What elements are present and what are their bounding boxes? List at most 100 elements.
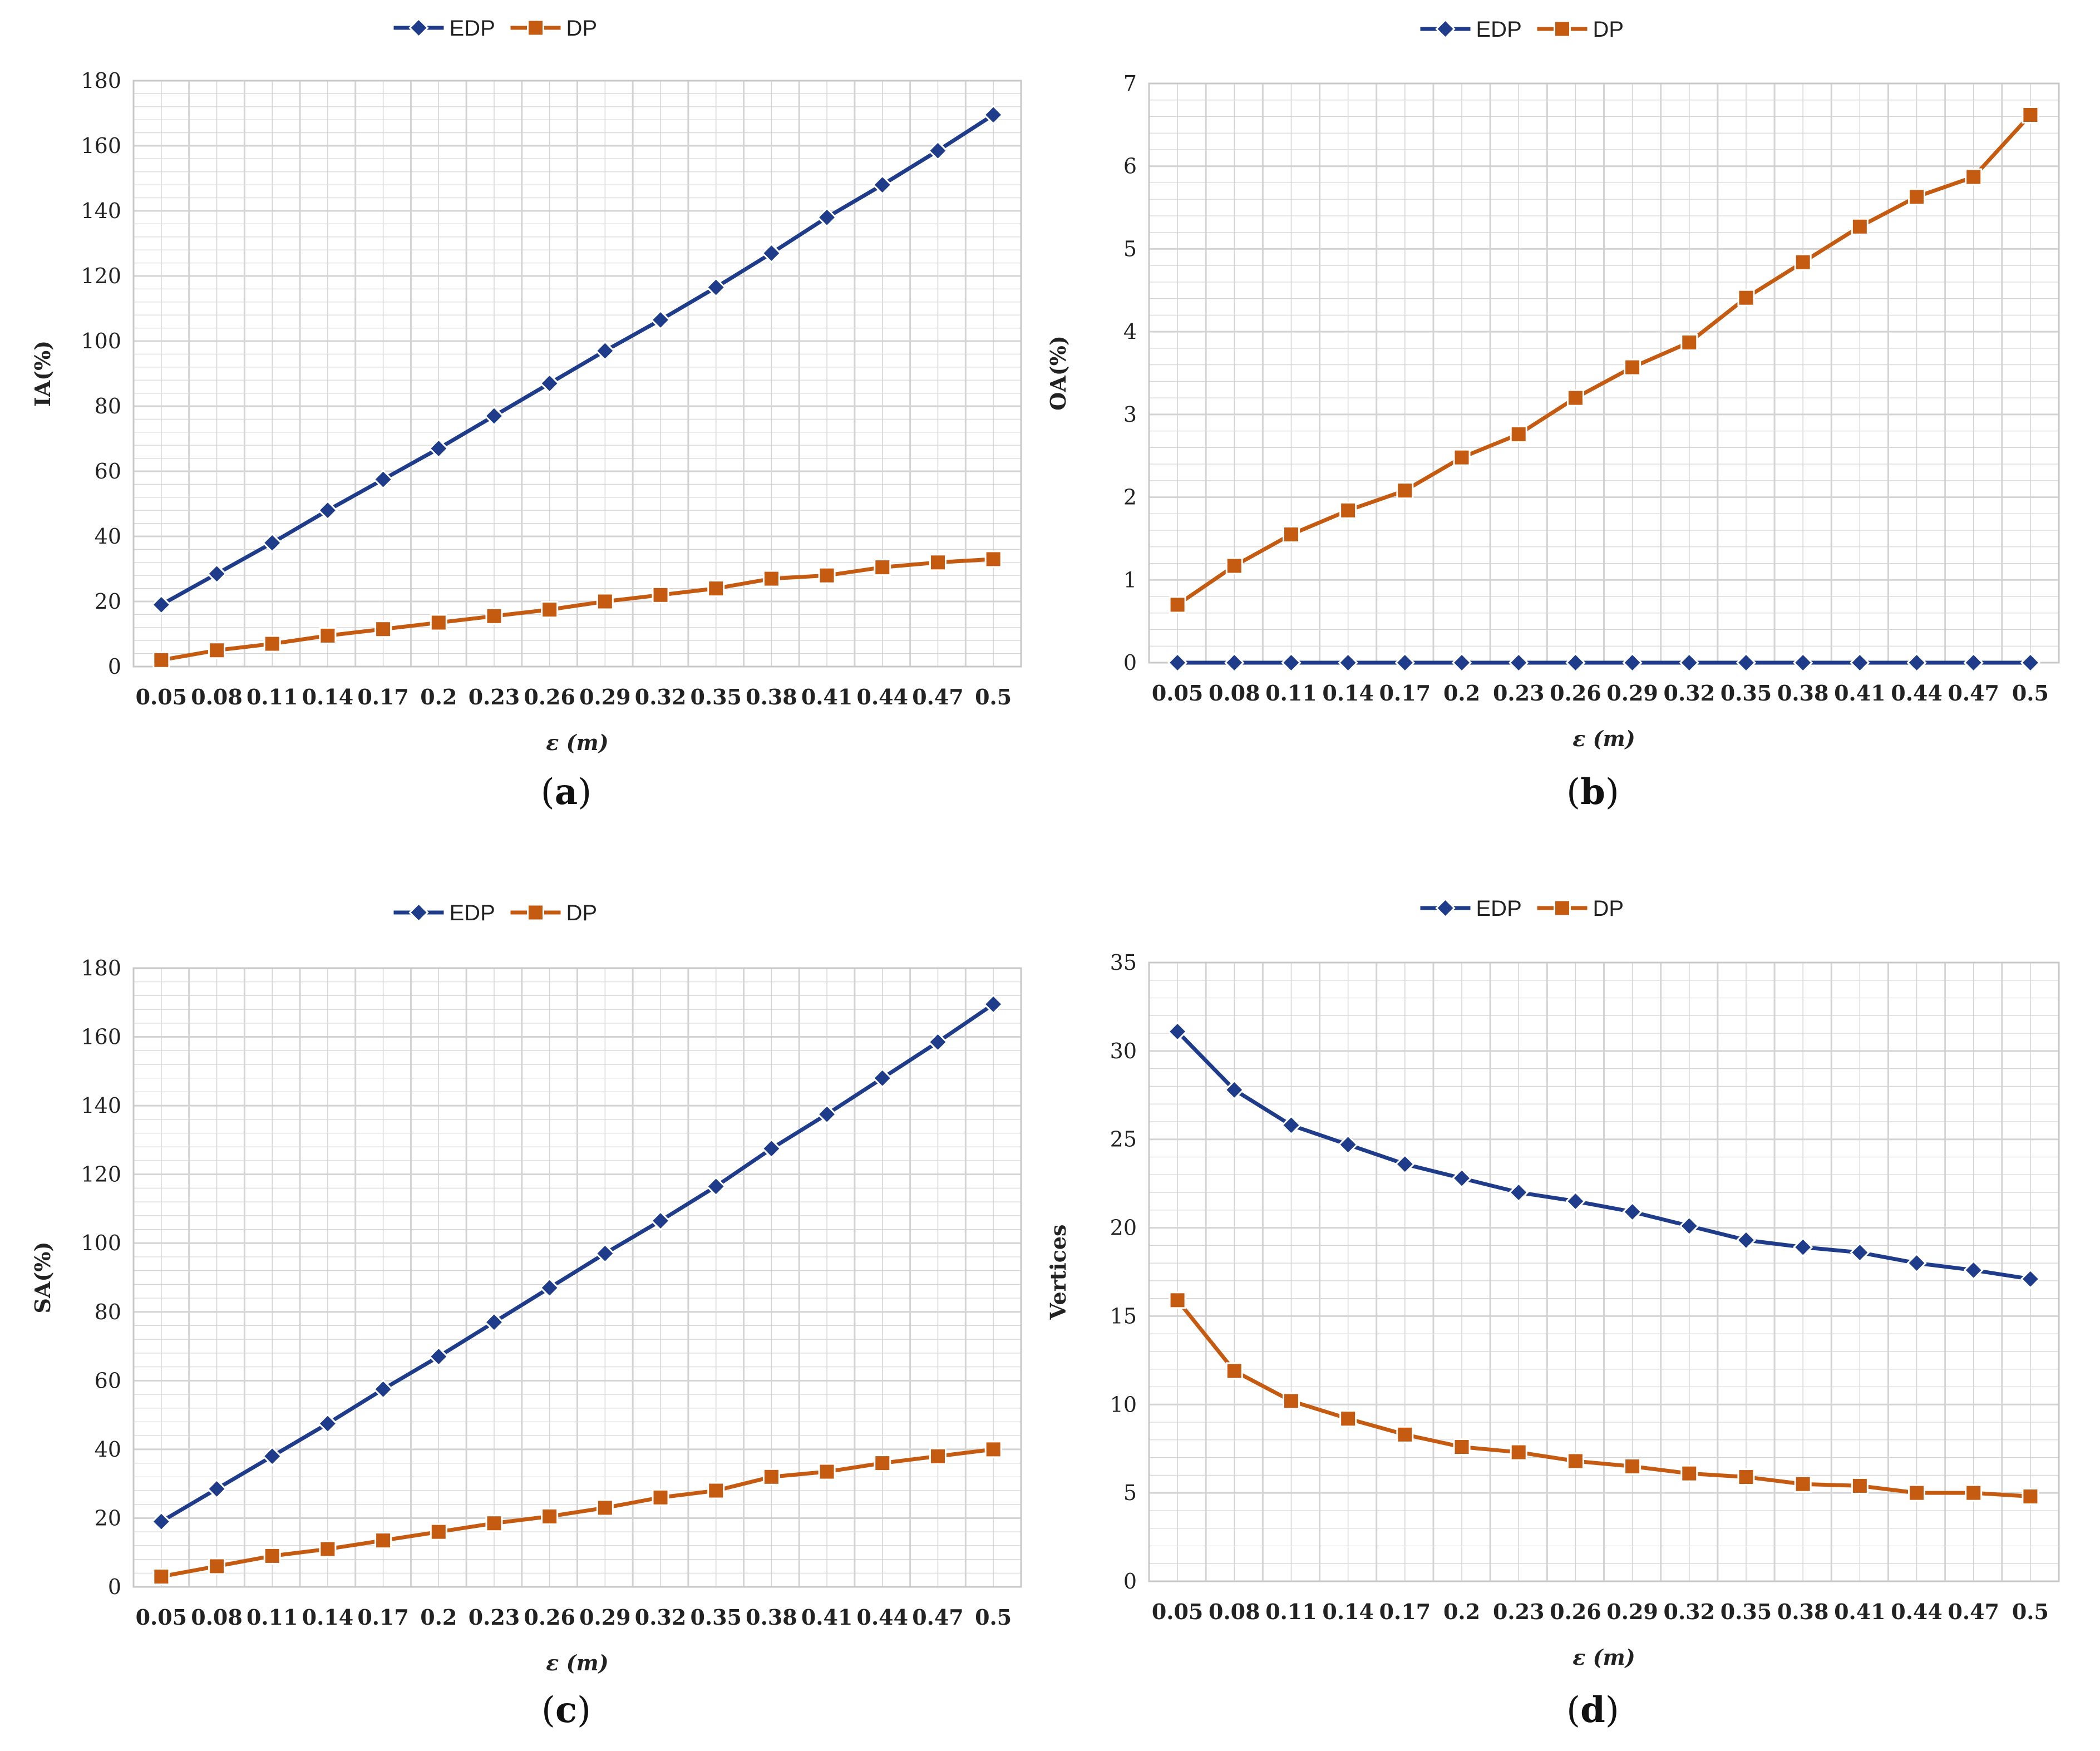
chart-d-dp-point <box>1680 1464 1698 1482</box>
chart-a-series-dp-line <box>161 557 994 662</box>
chart-a-xtick-label: 0.38 <box>746 684 797 709</box>
chart-b-ytick-label: 3 <box>1123 402 1137 427</box>
chart-d-ytick-label: 15 <box>1110 1304 1137 1328</box>
chart-c-edp-point <box>539 1278 560 1298</box>
chart-c-dp-point <box>430 1523 447 1541</box>
chart-b-ytick-label: 1 <box>1123 568 1137 592</box>
chart-d-edp-point <box>1167 1021 1188 1042</box>
chart-a-dp-point <box>707 580 725 598</box>
chart-b-xtick-label: 0.11 <box>1265 680 1317 706</box>
chart-a-edp-point <box>928 140 948 161</box>
chart-c-xtick-label: 0.11 <box>247 1605 298 1630</box>
chart-b-dp-point <box>1169 596 1186 614</box>
chart-b-dp-point <box>1737 289 1755 307</box>
chart-c-edp-point <box>928 1032 948 1052</box>
chart-b-dp-point <box>1908 188 1926 206</box>
chart-b-edp-point <box>1509 652 1529 673</box>
chart-a-x-axis-label: ε (m) <box>546 730 609 755</box>
chart-c-ytick-label: 180 <box>81 956 121 980</box>
chart-d-dp-point <box>1339 1410 1357 1428</box>
chart-c-ytick-label: 0 <box>108 1575 121 1599</box>
chart-c-xtick-label: 0.05 <box>136 1605 188 1630</box>
chart-d-dp-point <box>1510 1443 1527 1461</box>
chart-a-xtick-label: 0.5 <box>975 684 1012 709</box>
chart-a-ytick-label: 180 <box>81 68 121 93</box>
chart-c-edp-point <box>317 1413 338 1434</box>
chart-d-caption: (d) <box>1566 1689 1619 1731</box>
chart-b-ytick-label: 7 <box>1123 71 1137 96</box>
chart-d-series-edp-line <box>1176 1030 2031 1281</box>
chart-d-ytick-label: 20 <box>1110 1216 1137 1240</box>
chart-c-dp-point <box>263 1547 281 1565</box>
chart-c-ytick-label: 140 <box>81 1093 121 1118</box>
chart-b-legend-dp-label: DP <box>1593 17 1624 42</box>
chart-a-edp-point <box>983 105 1004 125</box>
chart-c-legend-edp-label: EDP <box>450 901 495 925</box>
chart-d-legend-edp-marker <box>1435 897 1456 919</box>
chart-d-xtick-label: 0.05 <box>1152 1599 1204 1624</box>
chart-d-dp-point <box>1851 1477 1869 1494</box>
chart-c-edp-point <box>650 1210 671 1231</box>
chart-b-dp-point <box>1624 358 1641 376</box>
chart-d-xtick-label: 0.17 <box>1379 1599 1431 1624</box>
chart-a-caption: (a) <box>541 771 591 813</box>
chart-b-edp-point <box>2020 652 2041 673</box>
chart-b-caption: (b) <box>1566 771 1619 813</box>
chart-c-xtick-label: 0.2 <box>420 1605 457 1630</box>
chart-c-dp-point <box>152 1567 170 1585</box>
chart-d-edp-point <box>1565 1191 1586 1212</box>
chart-a-xtick-label: 0.17 <box>357 684 409 709</box>
chart-a-legend-dp-label: DP <box>566 16 598 41</box>
chart-a-dp-point <box>541 601 559 619</box>
chart-d-x-axis-label: ε (m) <box>1572 1645 1635 1670</box>
chart-d-y-axis-label: Vertices <box>1046 1225 1071 1320</box>
chart-c-ytick-label: 40 <box>95 1437 121 1462</box>
chart-a-xtick-label: 0.2 <box>420 684 457 709</box>
chart-b-edp-point <box>1736 652 1757 673</box>
chart-a-ytick-label: 40 <box>95 524 121 549</box>
chart-c-ytick-label: 60 <box>95 1368 121 1393</box>
chart-c-dp-point <box>374 1532 392 1550</box>
chart-b-xtick-label: 0.14 <box>1322 680 1374 706</box>
chart-d-xtick-label: 0.44 <box>1891 1599 1943 1624</box>
chart-b-xtick-label: 0.2 <box>1443 680 1480 706</box>
chart-d-dp-point <box>1908 1484 1926 1502</box>
chart-b-xtick-label: 0.47 <box>1948 680 1999 706</box>
chart-b-x-axis-label: ε (m) <box>1572 726 1635 751</box>
chart-b-dp-point <box>1794 253 1812 271</box>
chart-b-dp-point <box>1965 168 1983 186</box>
chart-a-dp-point <box>208 642 226 659</box>
chart-c-series-edp-line <box>160 1002 995 1523</box>
chart-b-xtick-label: 0.35 <box>1721 680 1772 706</box>
chart-b-legend-edp-marker <box>1435 18 1456 40</box>
chart-d-ytick-label: 5 <box>1123 1481 1137 1505</box>
chart-a-dp-point <box>152 651 170 669</box>
chart-a-xtick-label: 0.29 <box>579 684 631 709</box>
chart-b-dp-point <box>1225 557 1243 575</box>
chart-c-caption: (c) <box>541 1689 591 1731</box>
chart-c-edp-point <box>706 1176 726 1197</box>
chart-c-ytick-label: 120 <box>81 1162 121 1187</box>
chart-c-xtick-label: 0.08 <box>191 1605 243 1630</box>
chart-d-xtick-label: 0.41 <box>1834 1599 1886 1624</box>
chart-c-edp-point <box>983 994 1004 1014</box>
chart-a-dp-point <box>762 570 780 588</box>
chart-d-xtick-label: 0.32 <box>1664 1599 1716 1624</box>
chart-b-edp-point <box>1793 652 1813 673</box>
chart-c-xtick-label: 0.32 <box>635 1605 687 1630</box>
chart-d-xtick-label: 0.23 <box>1493 1599 1545 1624</box>
chart-d-series-dp-line <box>1176 1299 2031 1498</box>
chart-a-xtick-label: 0.41 <box>801 684 853 709</box>
chart-a-dp-point <box>984 550 1002 568</box>
chart-a-dp-point <box>596 593 614 610</box>
chart-c-xtick-label: 0.47 <box>912 1605 964 1630</box>
chart-b-edp-point <box>1281 652 1302 673</box>
chart-b-xtick-label: 0.44 <box>1891 680 1943 706</box>
chart-a-edp-point <box>317 500 338 521</box>
chart-c-dp-point <box>485 1515 503 1532</box>
chart-d-ytick-label: 10 <box>1110 1392 1137 1417</box>
chart-c-ytick-label: 80 <box>95 1300 121 1324</box>
chart-c-xtick-label: 0.26 <box>524 1605 575 1630</box>
chart-a-edp-point <box>650 309 671 331</box>
